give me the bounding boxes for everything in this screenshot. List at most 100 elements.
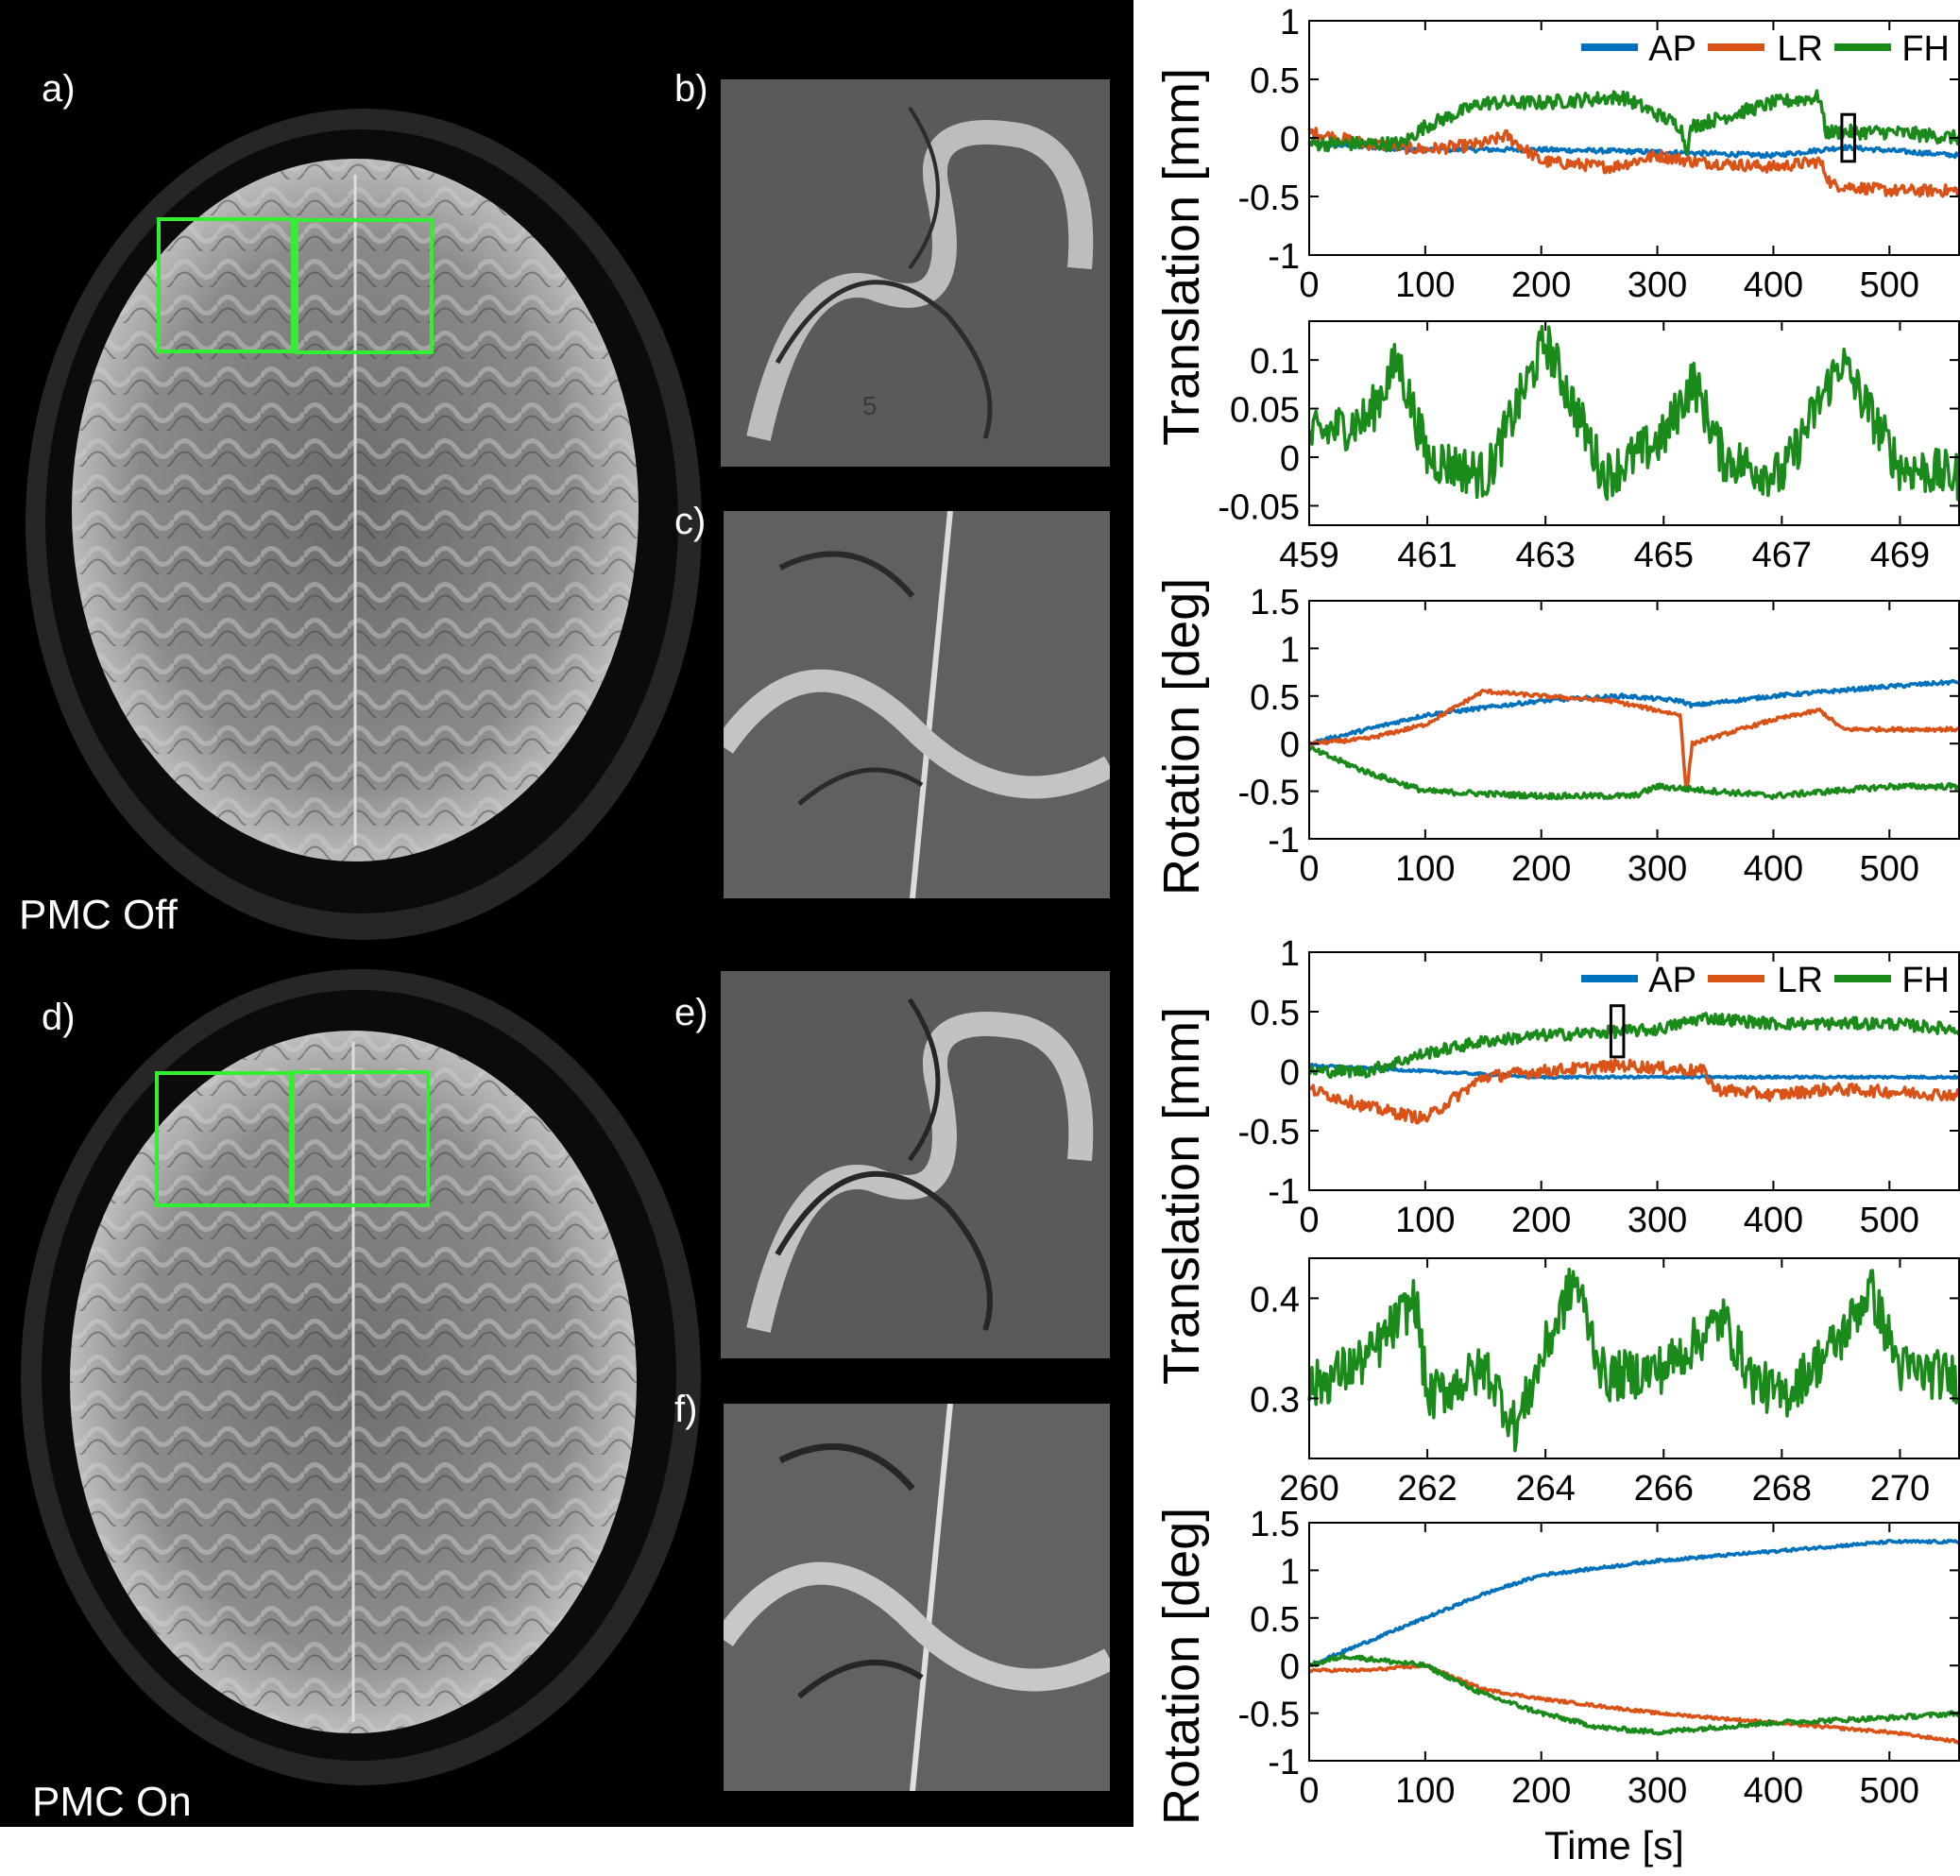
off-zoom-xtick-label: 463 <box>1515 536 1575 575</box>
zoom-panel-f <box>724 1404 1110 1791</box>
on-translation-ytick-label: 0.5 <box>1250 994 1300 1033</box>
ylabel-rotation-on: Rotation [deg] <box>1153 1507 1210 1825</box>
roi-box-right <box>295 218 434 354</box>
on-rotation-ytick-label: 1 <box>1280 1552 1300 1592</box>
off-rotation-xtick-label: 0 <box>1299 849 1319 889</box>
off-zoom-xtick-label: 467 <box>1752 536 1812 575</box>
on-translation-series-fh <box>1307 1012 1960 1080</box>
on-translation-xtick-label: 300 <box>1628 1201 1687 1240</box>
off-translation-ytick-label: 0 <box>1280 120 1300 160</box>
off-translation-xtick-label: 300 <box>1628 265 1687 305</box>
on-zoom-xtick-label: 270 <box>1870 1469 1930 1509</box>
off-zoom-xtick-label: 459 <box>1279 536 1338 575</box>
off-rotation-axes-frame <box>1308 600 1960 840</box>
off-zoom-ytick-label: 0 <box>1280 439 1300 479</box>
on-rotation-series-fh <box>1308 1652 1960 1736</box>
off-rotation-series-lr <box>1307 688 1960 793</box>
roi-box-right <box>291 1070 430 1207</box>
off-rotation-xtick-label: 400 <box>1744 849 1803 889</box>
on-rotation-xtick-label: 200 <box>1511 1771 1571 1811</box>
on-zoom-xtick-label: 260 <box>1279 1469 1338 1509</box>
zoom-image-b <box>746 106 1094 441</box>
on-translation-legend-label-fh: FH <box>1901 961 1950 1000</box>
panel-label-a: a) <box>42 68 76 110</box>
off-rotation-xtick-label: 300 <box>1628 849 1687 889</box>
on-translation-legend-label-lr: LR <box>1777 961 1823 1000</box>
xlabel-time: Time [s] <box>1544 1823 1684 1867</box>
on-zoom-xtick-label: 268 <box>1752 1469 1812 1509</box>
off-translation-ytick-label: -0.5 <box>1238 179 1300 218</box>
zoom-image-e <box>746 998 1094 1333</box>
on-translation-legend-label-ap: AP <box>1648 961 1696 1000</box>
panel-label-b: b) <box>674 68 708 110</box>
on-rotation-ytick-label: -1 <box>1268 1743 1300 1782</box>
off-rotation-ytick-label: -1 <box>1268 821 1300 861</box>
off-zoom-ytick-label: -0.05 <box>1218 487 1300 527</box>
off-translation-xtick-label: 500 <box>1860 265 1919 305</box>
brain-image-off <box>26 109 702 940</box>
mri-axial-pmc-on <box>0 952 718 1827</box>
zoom-image-f <box>724 1404 1110 1791</box>
on-rotation-xtick-label: 400 <box>1744 1771 1803 1811</box>
off-translation-xtick-label: 200 <box>1511 265 1571 305</box>
roi-box-left <box>157 217 295 353</box>
off-translation-legend-label-fh: FH <box>1901 29 1950 69</box>
zoom-panel-e <box>721 971 1110 1358</box>
off-rotation-series-fh <box>1307 745 1960 801</box>
on-translation-xtick-label: 0 <box>1299 1201 1319 1240</box>
on-translation-ytick-label: 1 <box>1280 934 1300 974</box>
off-translation-zoom-window-box <box>1840 112 1856 163</box>
on-rotation-xtick-label: 0 <box>1299 1771 1319 1811</box>
on-translation-xtick-label: 200 <box>1511 1201 1571 1240</box>
on-zoom-ytick-label: 0.4 <box>1250 1280 1300 1320</box>
off-translation-xtick-label: 100 <box>1395 265 1455 305</box>
ylabel-rotation-off: Rotation [deg] <box>1153 577 1210 895</box>
off-translation-xtick-label: 400 <box>1744 265 1803 305</box>
off-zoom-xtick-label: 461 <box>1397 536 1457 575</box>
off-zoom-xtick-label: 469 <box>1870 536 1930 575</box>
off-rotation-ytick-label: 0 <box>1280 725 1300 765</box>
on-translation-ytick-label: -1 <box>1268 1172 1300 1212</box>
off-translation-series-fh <box>1307 89 1960 156</box>
on-rotation-xtick-label: 300 <box>1628 1771 1687 1811</box>
off-translation-series-lr <box>1307 127 1960 198</box>
on-translation-xtick-label: 400 <box>1744 1201 1803 1240</box>
zoom-panel-c <box>724 511 1110 898</box>
off-translation-ytick-label: -1 <box>1268 237 1300 277</box>
off-rotation-ytick-label: 1 <box>1280 630 1300 670</box>
panel-label-f: f) <box>674 1389 698 1430</box>
panel-label-d: d) <box>42 997 76 1038</box>
on-zoom-xtick-label: 262 <box>1397 1469 1457 1509</box>
off-translation-ytick-label: 0.5 <box>1250 61 1300 101</box>
off-zoom-axes-frame <box>1308 320 1960 526</box>
on-rotation-ytick-label: -0.5 <box>1238 1696 1300 1735</box>
off-translation-xtick-label: 0 <box>1299 265 1319 305</box>
on-translation-xtick-label: 100 <box>1395 1201 1455 1240</box>
on-zoom-axes-frame <box>1308 1257 1960 1459</box>
on-rotation-xtick-label: 500 <box>1860 1771 1919 1811</box>
on-rotation-ytick-label: 1.5 <box>1250 1505 1300 1544</box>
on-rotation-xtick-label: 100 <box>1395 1771 1455 1811</box>
zoom-b-artifact-text: 5 <box>862 391 878 420</box>
off-translation-legend-label-ap: AP <box>1648 29 1696 69</box>
off-rotation-ytick-label: -0.5 <box>1238 774 1300 813</box>
panel-label-c: c) <box>674 501 707 542</box>
caption-pmc-off: PMC Off <box>19 892 178 938</box>
off-rotation-xtick-label: 500 <box>1860 849 1919 889</box>
off-translation-legend-label-lr: LR <box>1777 29 1823 69</box>
ylabel-translation-off: Translation [mm] <box>1153 67 1210 446</box>
off-rotation-ytick-label: 1.5 <box>1250 583 1300 622</box>
zoom-panel-b: 5 <box>721 79 1110 467</box>
panel-label-e: e) <box>674 992 708 1033</box>
on-rotation-ytick-label: 0.5 <box>1250 1600 1300 1640</box>
on-translation-series-lr <box>1308 1058 1960 1125</box>
off-translation-ytick-label: 1 <box>1280 3 1300 43</box>
off-zoom-ytick-label: 0.05 <box>1230 391 1300 431</box>
ylabel-translation-on: Translation [mm] <box>1153 1006 1210 1385</box>
brain-image-on <box>21 969 701 1785</box>
on-rotation-series-ap <box>1308 1538 1960 1667</box>
on-rotation-ytick-label: 0 <box>1280 1647 1300 1687</box>
on-zoom-xtick-label: 264 <box>1515 1469 1575 1509</box>
on-zoom-xtick-label: 266 <box>1634 1469 1694 1509</box>
